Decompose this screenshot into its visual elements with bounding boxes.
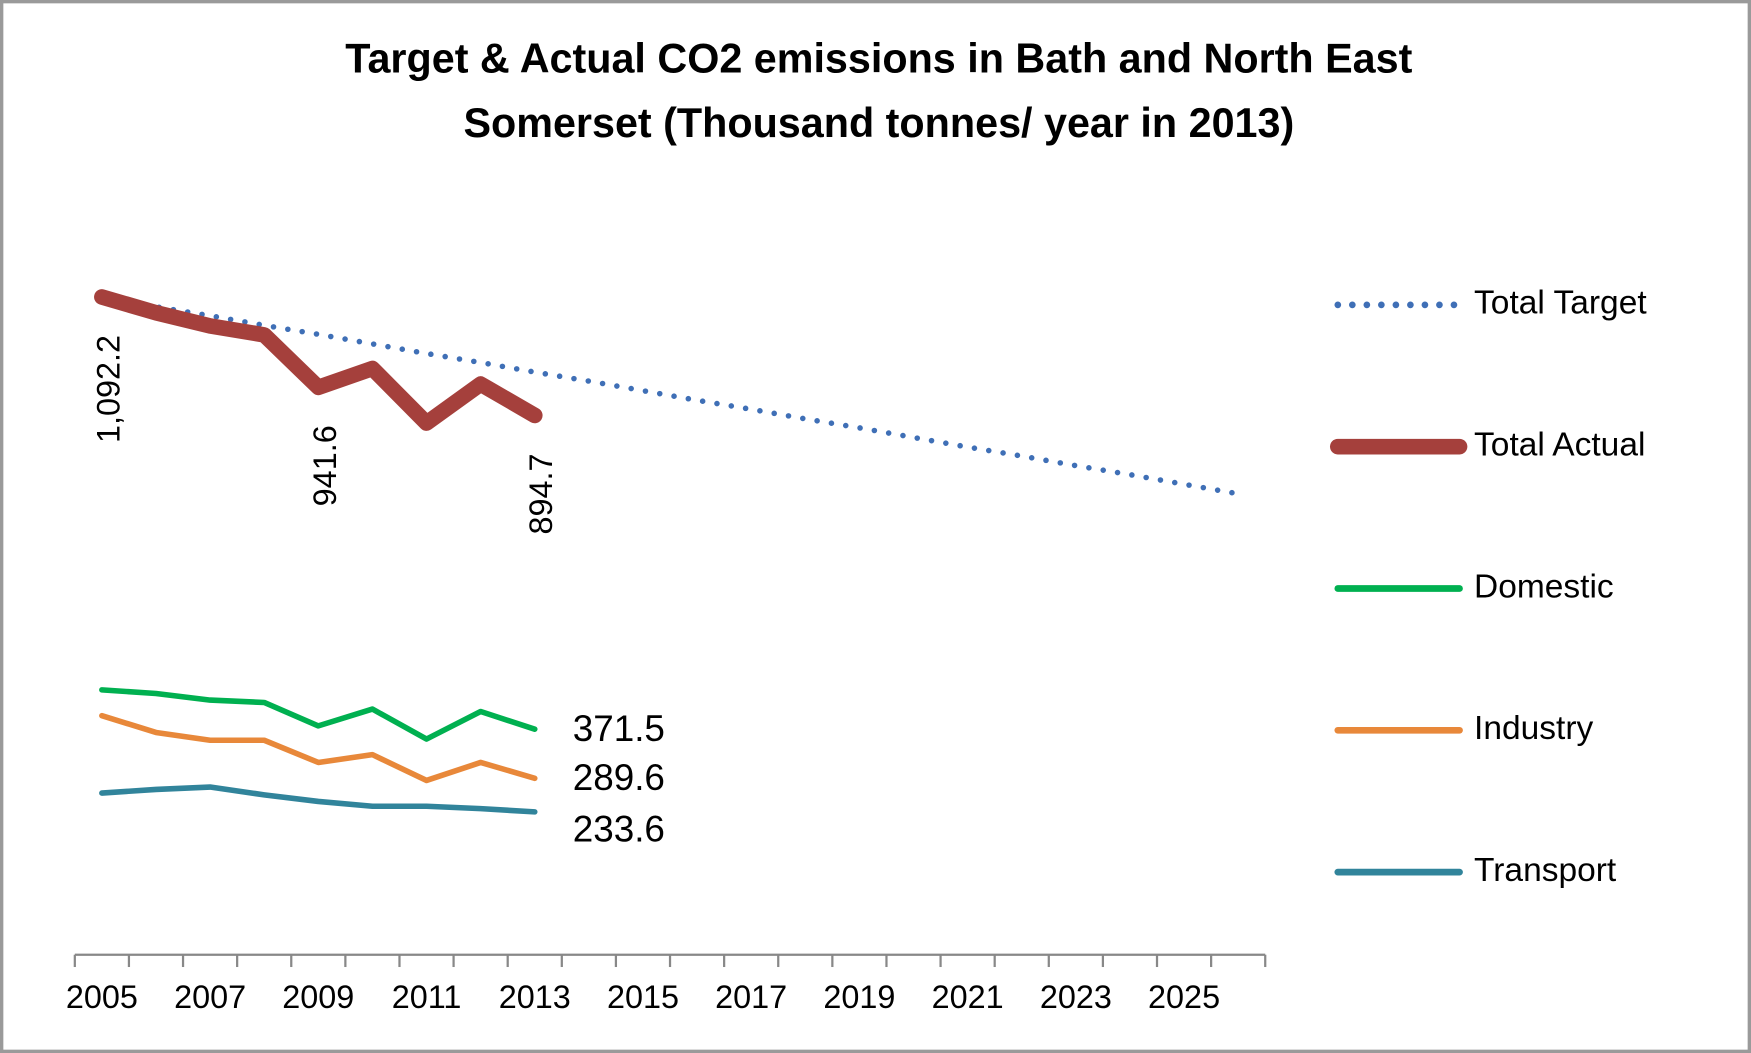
x-tick-label: 2015 <box>607 979 679 1015</box>
x-tick-label: 2007 <box>174 979 246 1015</box>
x-tick-label: 2005 <box>66 979 138 1015</box>
x-tick-label: 2017 <box>715 979 787 1015</box>
x-tick-label: 2023 <box>1040 979 1112 1015</box>
series-line <box>99 687 538 742</box>
chart-title: Somerset (Thousand tonnes/ year in 2013) <box>463 100 1294 146</box>
series-line <box>94 289 543 431</box>
legend-label: Total Actual <box>1474 427 1645 464</box>
legend-label: Domestic <box>1474 568 1614 605</box>
data-label: 371.5 <box>573 708 665 749</box>
chart-title: Target & Actual CO2 emissions in Bath an… <box>345 35 1412 81</box>
x-tick-label: 2019 <box>823 979 895 1015</box>
data-label: 289.6 <box>573 757 665 798</box>
legend-label: Total Target <box>1474 285 1647 322</box>
series-line <box>99 712 538 784</box>
legend-label: Industry <box>1474 710 1593 747</box>
series-line <box>99 784 538 815</box>
x-tick-label: 2011 <box>392 979 462 1015</box>
data-label: 941.6 <box>307 425 343 506</box>
x-tick-label: 2009 <box>282 979 354 1015</box>
data-label: 1,092.2 <box>90 335 126 443</box>
legend-label: Transport <box>1474 852 1617 889</box>
x-tick-label: 2013 <box>499 979 571 1015</box>
x-tick-label: 2021 <box>932 979 1004 1015</box>
x-tick-label: 2025 <box>1148 979 1220 1015</box>
data-label: 233.6 <box>573 809 665 850</box>
data-label: 894.7 <box>523 453 559 534</box>
